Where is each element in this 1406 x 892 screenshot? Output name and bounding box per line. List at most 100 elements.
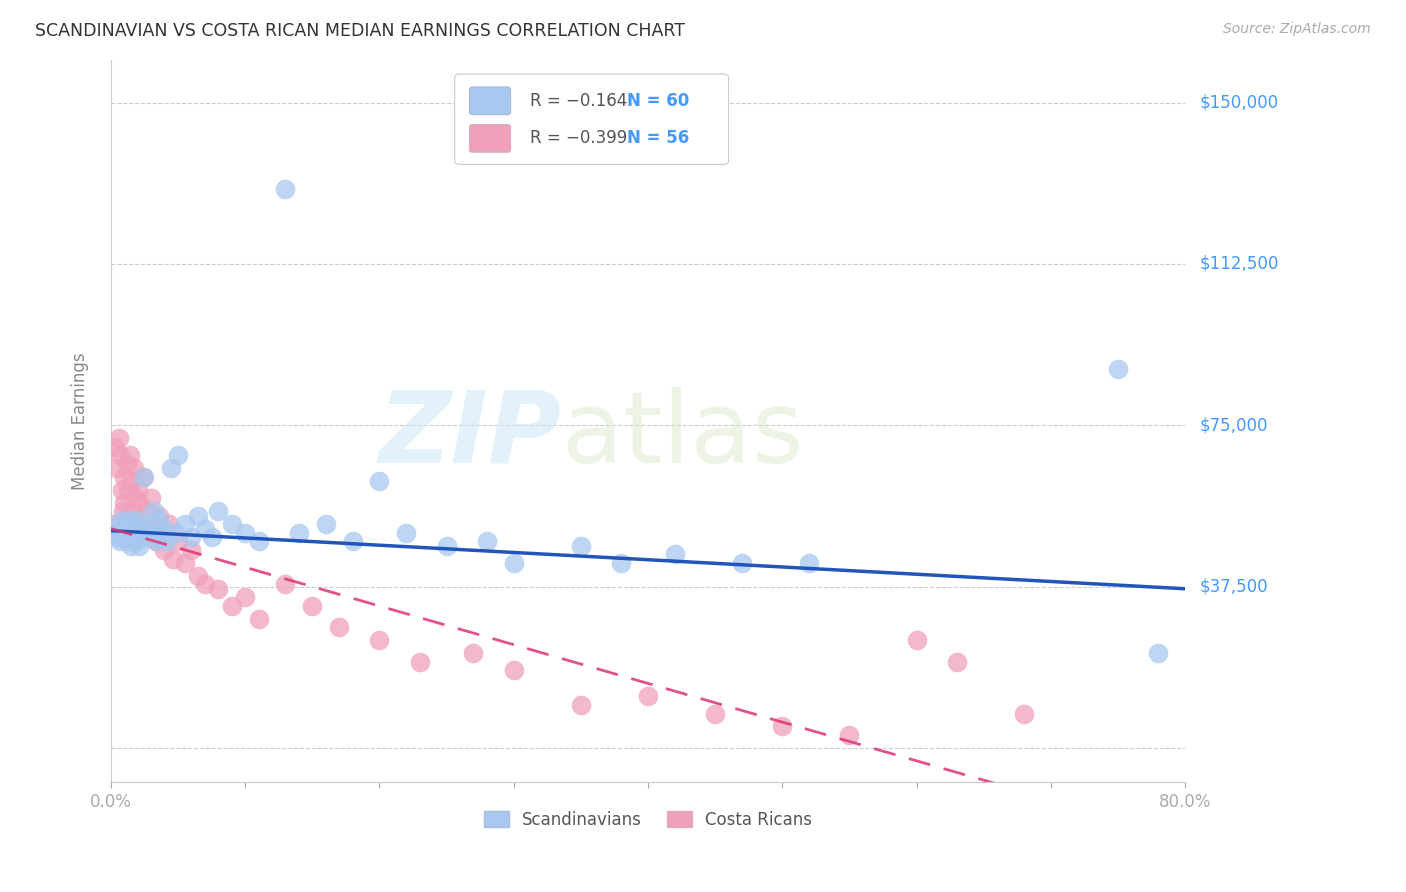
Point xyxy=(115,457,138,471)
Point xyxy=(108,449,131,463)
Point xyxy=(127,513,149,527)
Point xyxy=(127,525,149,540)
Point xyxy=(247,534,270,549)
Point xyxy=(156,534,179,549)
Point xyxy=(207,504,229,518)
Point xyxy=(288,525,311,540)
Point xyxy=(127,513,149,527)
Point xyxy=(112,470,135,484)
Point xyxy=(128,539,150,553)
Point xyxy=(124,491,146,506)
Point xyxy=(569,539,592,553)
Point xyxy=(150,525,173,540)
Point xyxy=(108,534,131,549)
Text: SCANDINAVIAN VS COSTA RICAN MEDIAN EARNINGS CORRELATION CHART: SCANDINAVIAN VS COSTA RICAN MEDIAN EARNI… xyxy=(35,22,685,40)
Point xyxy=(112,530,135,544)
Point xyxy=(104,440,127,454)
Point xyxy=(118,449,141,463)
Text: atlas: atlas xyxy=(562,387,804,484)
Point xyxy=(233,525,256,540)
Point xyxy=(436,539,458,553)
Text: N = 60: N = 60 xyxy=(627,92,689,110)
Point xyxy=(145,534,167,549)
Point xyxy=(194,577,217,591)
Point xyxy=(315,517,337,532)
Point xyxy=(110,483,132,497)
Point xyxy=(129,522,152,536)
FancyBboxPatch shape xyxy=(470,87,510,114)
Point xyxy=(139,491,162,506)
Point xyxy=(138,525,160,540)
Point xyxy=(124,517,146,532)
Point xyxy=(125,517,148,532)
Point xyxy=(838,728,860,742)
Point xyxy=(704,706,727,721)
Point xyxy=(138,517,160,532)
Point xyxy=(180,530,202,544)
Point xyxy=(1107,362,1129,376)
Point xyxy=(118,525,141,540)
Point xyxy=(160,461,183,475)
Point xyxy=(502,556,524,570)
Point xyxy=(135,504,157,518)
Point xyxy=(117,483,139,497)
Point xyxy=(221,599,243,613)
Text: Source: ZipAtlas.com: Source: ZipAtlas.com xyxy=(1223,22,1371,37)
Point xyxy=(194,522,217,536)
Point xyxy=(153,543,176,558)
Point xyxy=(946,655,969,669)
Point xyxy=(117,534,139,549)
Point xyxy=(120,474,142,488)
Point xyxy=(162,551,184,566)
Point xyxy=(128,496,150,510)
Text: ZIP: ZIP xyxy=(380,387,562,484)
Point xyxy=(107,461,129,475)
Point xyxy=(127,483,149,497)
Point xyxy=(145,534,167,549)
Point xyxy=(610,556,633,570)
Point xyxy=(153,522,176,536)
Text: $112,500: $112,500 xyxy=(1199,255,1278,273)
Point xyxy=(207,582,229,596)
Point xyxy=(463,646,485,660)
Point xyxy=(1147,646,1170,660)
Point xyxy=(408,655,430,669)
Point xyxy=(108,431,131,445)
Point xyxy=(165,525,187,540)
Text: R = −0.164: R = −0.164 xyxy=(530,92,627,110)
FancyBboxPatch shape xyxy=(470,125,510,153)
Point xyxy=(173,517,195,532)
Point xyxy=(328,620,350,634)
Point xyxy=(120,539,142,553)
Point xyxy=(664,547,686,561)
Point xyxy=(139,525,162,540)
Point xyxy=(134,470,156,484)
Point xyxy=(142,517,165,532)
Point xyxy=(731,556,754,570)
Point xyxy=(1012,706,1035,721)
Point xyxy=(173,556,195,570)
Point xyxy=(233,591,256,605)
Point xyxy=(135,530,157,544)
Point xyxy=(105,522,128,536)
Point xyxy=(799,556,821,570)
Point xyxy=(122,461,145,475)
Y-axis label: Median Earnings: Median Earnings xyxy=(72,352,89,490)
Point xyxy=(121,504,143,518)
Point xyxy=(475,534,498,549)
Point xyxy=(129,525,152,540)
Point xyxy=(569,698,592,712)
Point xyxy=(187,569,209,583)
Point xyxy=(187,508,209,523)
Point xyxy=(125,534,148,549)
Point xyxy=(115,517,138,532)
Text: $37,500: $37,500 xyxy=(1199,578,1268,596)
Point xyxy=(167,449,190,463)
Point xyxy=(180,543,202,558)
Point xyxy=(274,577,297,591)
Point xyxy=(342,534,364,549)
Point xyxy=(103,517,125,532)
Text: $75,000: $75,000 xyxy=(1199,417,1268,434)
Point xyxy=(121,522,143,536)
Point xyxy=(368,633,391,648)
